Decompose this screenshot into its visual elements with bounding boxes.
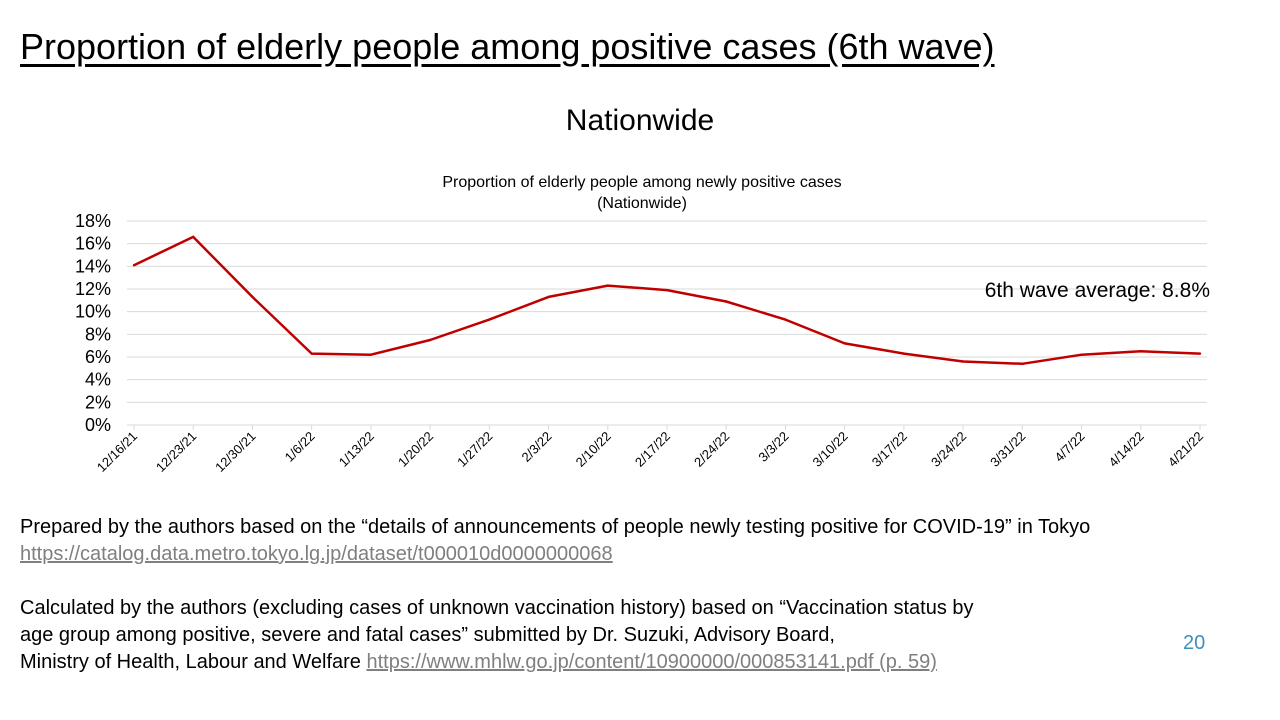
data-point (961, 360, 965, 363)
x-tick-label: 3/31/22 (987, 429, 1028, 470)
chart-title-line-1: Proportion of elderly people among newly… (442, 174, 841, 191)
x-tick-label: 2/24/22 (691, 429, 732, 470)
y-tick-label: 4% (85, 370, 111, 390)
slide-title: Proportion of elderly people among posit… (20, 26, 995, 67)
data-point (1139, 350, 1142, 353)
y-tick-label: 10% (75, 302, 111, 322)
x-axis-ticks: 12/16/21 12/23/21 12/30/21 1/6/22 1/13/22 1/2… (94, 425, 1206, 475)
data-point (725, 300, 728, 303)
data-point (132, 264, 136, 267)
chart-title-line-2: (Nationwide) (597, 195, 687, 212)
x-tick-label: 1/27/22 (454, 429, 495, 470)
slide-subtitle: Nationwide (565, 104, 715, 137)
data-point (369, 353, 373, 356)
y-axis-ticks: 0% 2%4% 6% 8%10% 12% 14%16% 18% (75, 211, 111, 435)
source-link-1[interactable]: https://catalog.data.metro.tokyo.lg.jp/d… (20, 543, 613, 565)
data-point (665, 288, 669, 292)
data-point (192, 235, 195, 239)
x-tick-label: 1/6/22 (282, 429, 318, 465)
series-layer (132, 235, 1202, 366)
note-line-2: Calculated by the authors (excluding cas… (20, 597, 974, 619)
data-point (606, 284, 609, 287)
x-tick-label: 3/17/22 (869, 429, 910, 470)
gridlines (127, 220, 1207, 426)
source-notes: Prepared by the authors based on the “de… (20, 514, 1260, 676)
x-tick-label: 1/20/22 (395, 429, 436, 470)
x-tick-label: 3/10/22 (810, 429, 851, 470)
data-point (784, 318, 787, 321)
source-link-2[interactable]: https://www.mhlw.go.jp/content/10900000/… (366, 651, 937, 673)
line-chart: Proportion of elderly people among newly… (75, 174, 1210, 475)
data-point (843, 342, 846, 345)
x-tick-label: 2/17/22 (632, 429, 673, 470)
average-annotation: 6th wave average: 8.8% (985, 279, 1210, 302)
x-tick-label: 2/3/22 (519, 429, 555, 465)
x-tick-label: 1/13/22 (336, 429, 377, 470)
data-point (1198, 352, 1202, 355)
data-point (251, 295, 254, 299)
data-point (488, 318, 491, 321)
data-point (428, 338, 432, 342)
y-tick-label: 14% (75, 256, 111, 276)
y-tick-label: 18% (75, 211, 111, 231)
x-tick-label: 4/21/22 (1165, 429, 1206, 470)
y-tick-label: 8% (85, 324, 111, 344)
x-tick-label: 12/23/21 (153, 429, 199, 475)
x-tick-label: 3/24/22 (928, 429, 969, 470)
data-point (547, 295, 550, 299)
y-tick-label: 12% (75, 279, 111, 299)
y-tick-label: 6% (85, 347, 111, 367)
note-line-3: age group among positive, severe and fat… (20, 624, 835, 646)
data-point (310, 352, 313, 355)
note-line-1: Prepared by the authors based on the “de… (20, 516, 1091, 538)
x-tick-label: 2/10/22 (573, 429, 614, 470)
x-tick-label: 4/14/22 (1106, 429, 1147, 470)
y-tick-label: 16% (75, 234, 111, 254)
note-line-4: Ministry of Health, Labour and Welfare (20, 651, 361, 673)
x-tick-label: 3/3/22 (755, 429, 791, 465)
data-point (1021, 362, 1024, 365)
x-tick-label: 4/7/22 (1052, 429, 1088, 465)
x-tick-label: 12/30/21 (212, 429, 258, 475)
x-tick-label: 12/16/21 (94, 429, 140, 475)
y-tick-label: 2% (85, 392, 111, 412)
data-point (902, 352, 906, 355)
page-number: 20 (1183, 632, 1206, 654)
y-tick-label: 0% (85, 415, 111, 435)
data-point (1080, 353, 1083, 356)
